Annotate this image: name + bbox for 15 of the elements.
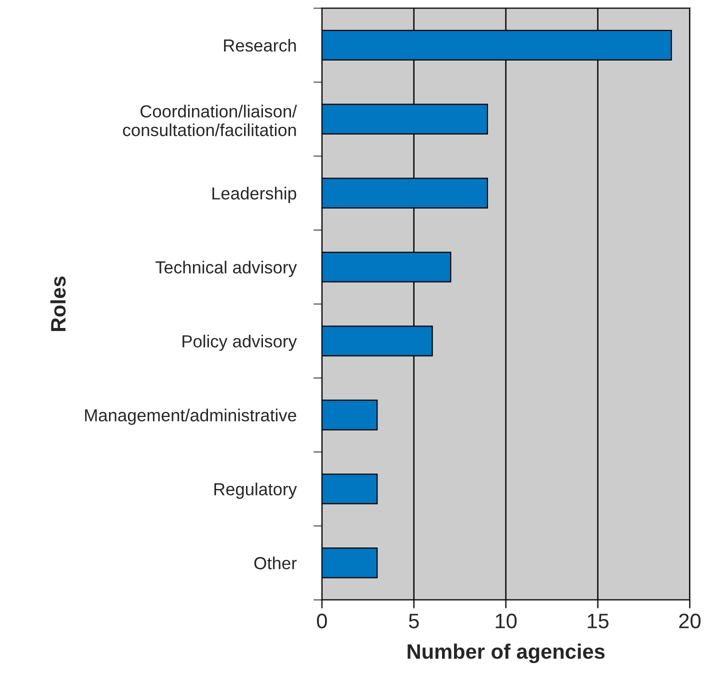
x-tick-label: 15 <box>588 614 609 628</box>
x-tick-label: 10 <box>496 614 517 628</box>
y-tick-label: Other <box>254 556 297 570</box>
y-tick-label: Technical advisory <box>155 260 297 277</box>
x-tick-label: 0 <box>316 614 327 628</box>
y-tick-label: Coordination/liaison/ consultation/facilitation <box>123 104 297 136</box>
y-tick-label: Leadership <box>212 186 296 203</box>
x-tick-label: 20 <box>679 614 701 628</box>
y-tick-label: Policy advisory <box>182 334 297 351</box>
y-axis-title: Roles <box>50 276 66 332</box>
x-axis-title: Number of agencies <box>408 644 605 664</box>
x-tick-label: 5 <box>408 614 419 628</box>
y-tick-label: Research <box>224 38 296 52</box>
y-tick-label: Regulatory <box>214 482 297 499</box>
y-tick-label: Management/administrative <box>85 408 296 425</box>
